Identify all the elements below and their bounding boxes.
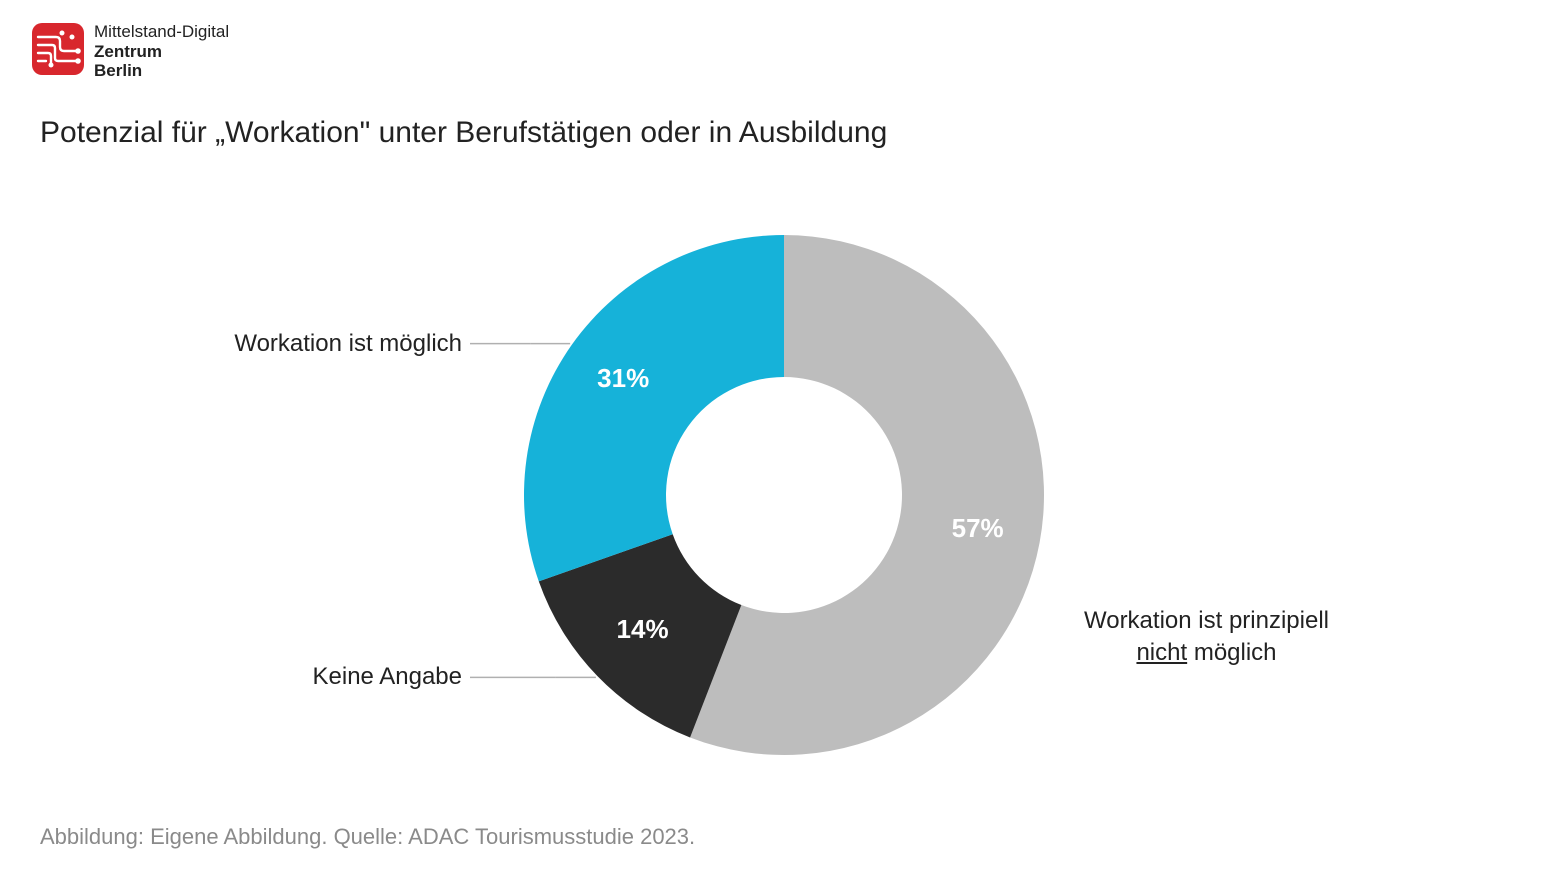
donut-chart: 31% 57% 14% Workation ist möglich Workat…: [0, 195, 1568, 815]
circuit-icon: [32, 23, 84, 80]
slice-percent-keine: 14%: [613, 614, 673, 645]
slice-percent-moeglich: 31%: [593, 363, 653, 394]
chart-title: Potenzial für „Workation" unter Berufstä…: [40, 116, 887, 150]
slice-label-moeglich: Workation ist möglich: [234, 328, 462, 360]
slice-percent-nicht: 57%: [948, 513, 1008, 544]
brand-text: Mittelstand-Digital Zentrum Berlin: [94, 22, 229, 81]
slice-label-keine: Keine Angabe: [313, 661, 462, 693]
brand-line2: Zentrum: [94, 42, 229, 62]
slice-label-nicht: Workation ist prinzipiellnicht möglich: [1084, 605, 1329, 670]
brand-line3: Berlin: [94, 61, 229, 81]
brand-logo: Mittelstand-Digital Zentrum Berlin: [32, 22, 229, 81]
donut-svg: [484, 195, 1084, 795]
brand-line1: Mittelstand-Digital: [94, 22, 229, 42]
source-caption: Abbildung: Eigene Abbildung. Quelle: ADA…: [40, 824, 695, 850]
